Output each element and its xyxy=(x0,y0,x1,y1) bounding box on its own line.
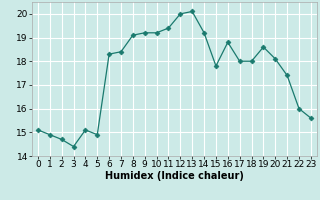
X-axis label: Humidex (Indice chaleur): Humidex (Indice chaleur) xyxy=(105,171,244,181)
